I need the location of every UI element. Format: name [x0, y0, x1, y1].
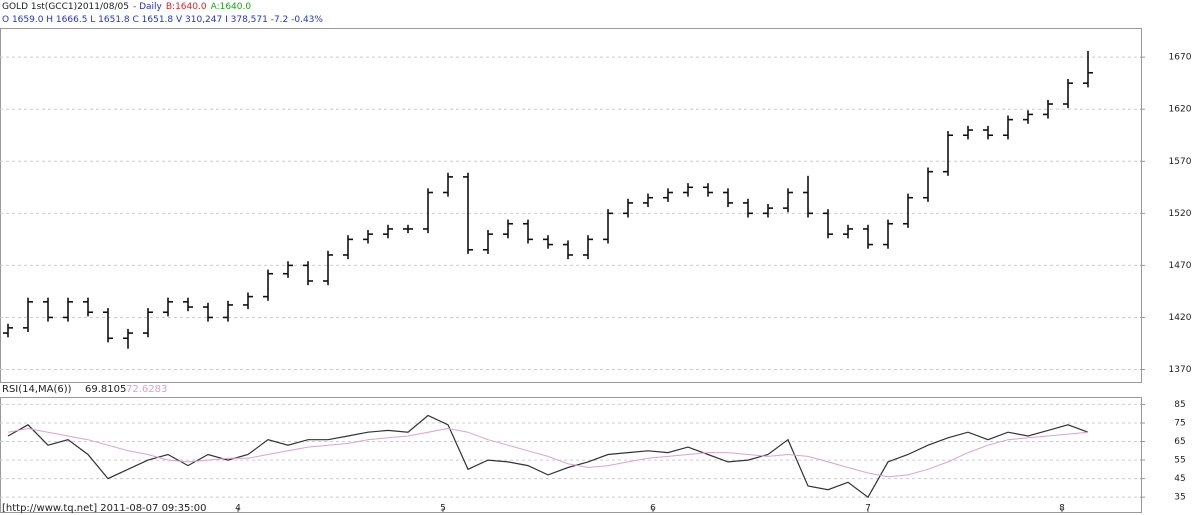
- header-line-1: GOLD 1st(GCC1)2011/08/05- Daily B:1640.0 A…: [2, 2, 255, 12]
- y-tick-label: 1620: [1169, 105, 1192, 115]
- footer: [http://www.tq.net] 2011-08-07 09:35:00: [2, 503, 206, 514]
- rsi-value: 69.8105: [85, 384, 126, 395]
- x-tick-label: 7: [865, 504, 871, 514]
- x-tick-label: 8: [1059, 504, 1065, 514]
- rsi-frame: [0, 397, 1142, 513]
- rsi-ma-value: 72.6283: [126, 384, 167, 395]
- quote: O 1659.0 H 1666.5 L 1651.8 C 1651.8 V 31…: [2, 15, 323, 25]
- rsi-line: [7, 414, 1089, 499]
- rsi-line: [7, 427, 1089, 478]
- y-tick-label: 35: [1174, 493, 1185, 503]
- x-tick-label: 5: [440, 504, 446, 514]
- y-tick-label: 1370: [1169, 365, 1192, 375]
- y-tick-label: 55: [1174, 456, 1185, 466]
- y-tick-label: 75: [1174, 418, 1185, 428]
- y-tick-label: 1670: [1169, 53, 1192, 63]
- y-tick-label: 85: [1174, 400, 1185, 410]
- x-tick-label: 6: [650, 504, 656, 514]
- symbol: GOLD 1st(GCC1)2011/08/05: [2, 2, 129, 12]
- bid: B:1640.0: [165, 2, 207, 12]
- y-tick-label: 65: [1174, 437, 1185, 447]
- y-tick-label: 1470: [1169, 261, 1192, 271]
- y-tick-label: 1520: [1169, 209, 1192, 219]
- rsi-label: RSI(14,MA(6)): [2, 384, 72, 395]
- y-tick-label: 1570: [1169, 157, 1192, 167]
- period: - Daily: [132, 2, 162, 12]
- ask: A:1640.0: [210, 2, 252, 12]
- y-tick-label: 1420: [1169, 313, 1192, 323]
- price-frame: [0, 28, 1142, 383]
- y-tick-label: 45: [1174, 474, 1185, 484]
- header-line-2: O 1659.0 H 1666.5 L 1651.8 C 1651.8 V 31…: [2, 15, 327, 25]
- x-tick-label: 4: [235, 504, 241, 514]
